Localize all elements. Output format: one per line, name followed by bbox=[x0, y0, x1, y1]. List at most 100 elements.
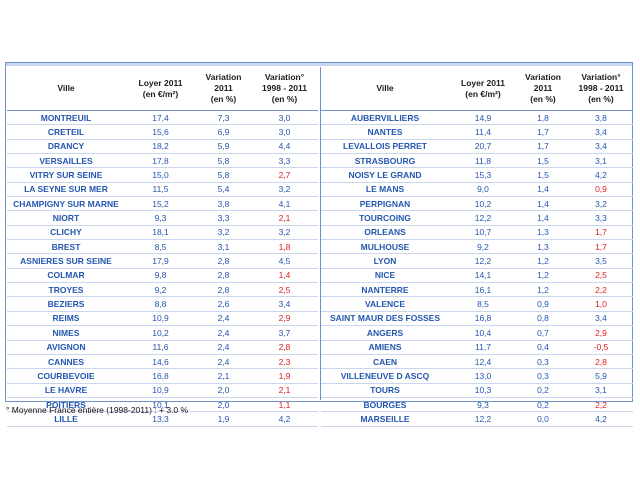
cell-var: 2,6 bbox=[217, 299, 230, 310]
cell-city: SAINT MAUR DES FOSSES bbox=[329, 313, 441, 324]
table-row: NANTERRE 16,1 1,2 2,2 bbox=[321, 283, 633, 298]
cell-var98: 3,4 bbox=[595, 141, 607, 152]
cell-loyer: 20,7 bbox=[474, 141, 492, 152]
cell-loyer: 11,5 bbox=[152, 184, 169, 195]
cell-loyer: 12,2 bbox=[474, 413, 492, 424]
table-row: TOURCOING 12,2 1,4 3,3 bbox=[321, 211, 633, 226]
cell-city: COLMAR bbox=[47, 270, 85, 281]
header-variation: Variation 2011 (en %) bbox=[205, 72, 242, 104]
cell-city: AMIENS bbox=[368, 342, 402, 353]
table-row: MULHOUSE 9,2 1,3 1,7 bbox=[321, 240, 633, 255]
cell-loyer: 9,2 bbox=[154, 284, 167, 295]
cell-var98: 1,7 bbox=[595, 227, 607, 238]
cell-var98: 3,5 bbox=[595, 256, 607, 267]
table-header-left: Ville Loyer 2011 (en €/m²) Variation 2011(… bbox=[7, 67, 318, 111]
cell-var: 1,3 bbox=[537, 227, 549, 238]
cell-var: 3,2 bbox=[217, 227, 230, 238]
cell-city: AVIGNON bbox=[46, 342, 86, 353]
header-loyer: Loyer 2011 (en €/m²) bbox=[461, 77, 505, 99]
cell-var98: 2,9 bbox=[278, 313, 291, 324]
cell-loyer: 14,6 bbox=[152, 356, 169, 367]
table-row: CHAMPIGNY SUR MARNE 15,2 3,8 4,1 bbox=[7, 197, 318, 212]
table-row: CLICHY 18,1 3,2 3,2 bbox=[7, 226, 318, 241]
cell-var: 0,3 bbox=[537, 370, 549, 381]
cell-city: TOURS bbox=[370, 385, 400, 396]
cell-city: STRASBOURG bbox=[354, 155, 416, 166]
table-row: TOURS 10,3 0,2 3,1 bbox=[321, 384, 633, 398]
table-body-right: AUBERVILLIERS 14,9 1,8 3,8 NANTES 11,4 1,7 3,4 L… bbox=[321, 111, 633, 427]
cell-var: 1,2 bbox=[537, 270, 549, 281]
cell-loyer: 18,1 bbox=[152, 227, 169, 238]
cell-var98: 2,9 bbox=[595, 327, 607, 338]
cell-loyer: 10,9 bbox=[152, 385, 169, 396]
cell-city: VALENCE bbox=[365, 299, 405, 310]
cell-city: VILLENEUVE D ASCQ bbox=[340, 370, 430, 381]
cell-var98: 4,5 bbox=[278, 256, 291, 267]
table-row: STRASBOURG 11,8 1,5 3,1 bbox=[321, 154, 633, 169]
table-row: NIORT 9,3 3,3 2,1 bbox=[7, 211, 318, 226]
table-row: ORLEANS 10,7 1,3 1,7 bbox=[321, 226, 633, 241]
cell-city: VERSAILLES bbox=[39, 155, 93, 166]
cell-var: 5,8 bbox=[217, 170, 230, 181]
cell-loyer: 17,4 bbox=[152, 112, 169, 123]
cell-var: 1,3 bbox=[537, 241, 549, 252]
cell-loyer: 11,7 bbox=[475, 342, 491, 353]
cell-var98: 4,2 bbox=[278, 413, 291, 424]
table-row: POITIERS 10,1 2,0 1,1 bbox=[7, 398, 318, 413]
table-row: AMIENS 11,7 0,4 -0,5 bbox=[321, 341, 633, 355]
footnote: ° Moyenne France entière (1998-2011) : +… bbox=[6, 405, 189, 415]
table-row: ASNIERES SUR SEINE 17,9 2,8 4,5 bbox=[7, 254, 318, 269]
cell-var98: 0,9 bbox=[595, 184, 607, 195]
table-row: MONTREUIL 17,4 7,3 3,0 bbox=[7, 111, 318, 126]
header-variation: Variation 2011 (en %) bbox=[525, 72, 561, 104]
cell-var: 1,9 bbox=[217, 413, 230, 424]
cell-var98: 2,1 bbox=[278, 385, 291, 396]
table-row: AVIGNON 11,6 2,4 2,8 bbox=[7, 341, 318, 355]
cell-var98: 2,2 bbox=[595, 284, 607, 295]
cell-var98: 1,0 bbox=[595, 299, 607, 310]
table-row: VALENCE 8,5 0,9 1,0 bbox=[321, 297, 633, 312]
cell-var: 2,4 bbox=[217, 342, 230, 353]
table-left-half: Ville Loyer 2011 (en €/m²) Variation 2011(… bbox=[7, 67, 318, 427]
cell-loyer: 9,3 bbox=[477, 399, 489, 410]
cell-loyer: 18,2 bbox=[152, 141, 169, 152]
cell-var98: 2,1 bbox=[278, 213, 291, 224]
table-row: DRANCY 18,2 5,9 4,4 bbox=[7, 140, 318, 155]
cell-var: 5,8 bbox=[217, 155, 230, 166]
cell-loyer: 10,1 bbox=[152, 399, 169, 410]
cell-loyer: 10,2 bbox=[474, 198, 492, 209]
table-row: NOISY LE GRAND 15,3 1,5 4,2 bbox=[321, 168, 633, 183]
cell-var98: 2,5 bbox=[278, 284, 291, 295]
cell-loyer: 8,5 bbox=[477, 299, 489, 310]
cell-var: 0,3 bbox=[537, 356, 549, 367]
table-row: PERPIGNAN 10,2 1,4 3,2 bbox=[321, 197, 633, 212]
cell-city: LYON bbox=[373, 256, 397, 267]
cell-city: NIORT bbox=[52, 213, 80, 224]
table-row: REIMS 10,9 2,4 2,9 bbox=[7, 312, 318, 327]
cell-loyer: 14,9 bbox=[474, 112, 492, 123]
cell-loyer: 9,8 bbox=[154, 270, 167, 281]
cell-var98: 1,8 bbox=[278, 241, 291, 252]
cell-loyer: 10,4 bbox=[474, 327, 492, 338]
cell-var98: 2,7 bbox=[278, 170, 291, 181]
cell-var98: 1,1 bbox=[278, 399, 291, 410]
cell-loyer: 15,0 bbox=[152, 170, 169, 181]
cell-loyer: 13,3 bbox=[152, 413, 169, 424]
cell-loyer: 15,2 bbox=[152, 198, 169, 209]
cell-city: MULHOUSE bbox=[360, 241, 410, 252]
cell-city: TROYES bbox=[48, 284, 84, 295]
table-row: BOURGES 9,3 0,2 2,2 bbox=[321, 398, 633, 413]
cell-var: 1,5 bbox=[537, 170, 549, 181]
cell-city: NICE bbox=[374, 270, 396, 281]
cell-city: BREST bbox=[51, 241, 81, 252]
cell-var98: 3,2 bbox=[595, 198, 607, 209]
cell-city: CANNES bbox=[48, 356, 84, 367]
cell-loyer: 10,9 bbox=[152, 313, 169, 324]
cell-loyer: 11,8 bbox=[475, 155, 491, 166]
cell-city: DRANCY bbox=[47, 141, 85, 152]
cell-loyer: 9,2 bbox=[477, 241, 489, 252]
cell-var98: 3,4 bbox=[595, 127, 607, 138]
cell-var: 2,4 bbox=[217, 313, 230, 324]
cell-var: 5,4 bbox=[217, 184, 230, 195]
cell-city: LILLE bbox=[54, 413, 78, 424]
